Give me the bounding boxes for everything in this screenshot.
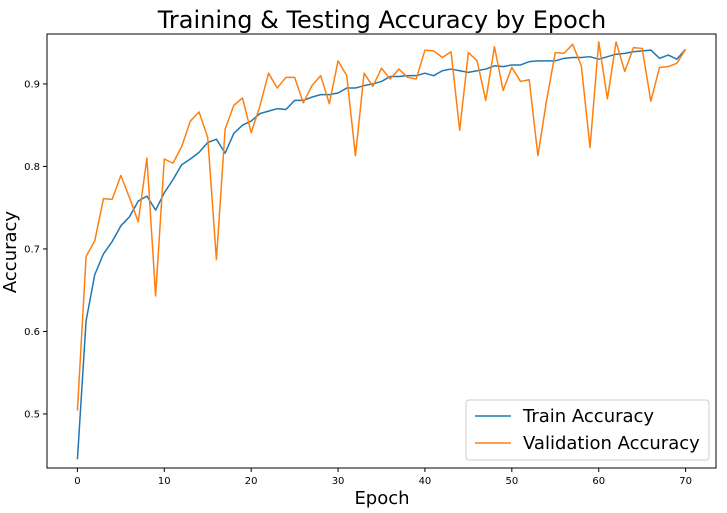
plot-area: [46, 33, 717, 469]
y-tick-label: 0.9: [24, 79, 40, 90]
legend: Train Accuracy Validation Accuracy: [465, 399, 710, 461]
x-tick-label: 20: [245, 476, 258, 487]
y-tick-label: 0.7: [24, 244, 40, 255]
chart-title: Training & Testing Accuracy by Epoch: [157, 6, 606, 34]
x-tick-label: 30: [332, 476, 345, 487]
y-tick-label: 0.5: [24, 409, 40, 420]
x-tick-label: 60: [592, 476, 605, 487]
plot-frame: [46, 33, 717, 469]
x-tick-label: 50: [505, 476, 518, 487]
x-tick-label: 0: [74, 476, 80, 487]
series-line-validation: [76, 41, 687, 411]
legend-box: [465, 399, 710, 461]
y-tick-label: 0.8: [24, 162, 40, 173]
x-axis-ticks: 0 10 20 30 40 50 60 70: [74, 468, 692, 487]
legend-label: Validation Accuracy: [523, 433, 700, 454]
legend-label: Train Accuracy: [522, 406, 654, 427]
x-tick-label: 70: [679, 476, 692, 487]
x-tick-label: 10: [158, 476, 171, 487]
series-line-train: [76, 48, 687, 460]
y-axis-ticks: 0.5 0.6 0.7 0.8 0.9: [24, 79, 47, 420]
x-tick-label: 40: [419, 476, 432, 487]
x-axis-label: Epoch: [354, 488, 409, 509]
y-tick-label: 0.6: [24, 327, 40, 338]
y-axis-label: Accuracy: [0, 211, 21, 294]
series-lines: [76, 41, 687, 460]
